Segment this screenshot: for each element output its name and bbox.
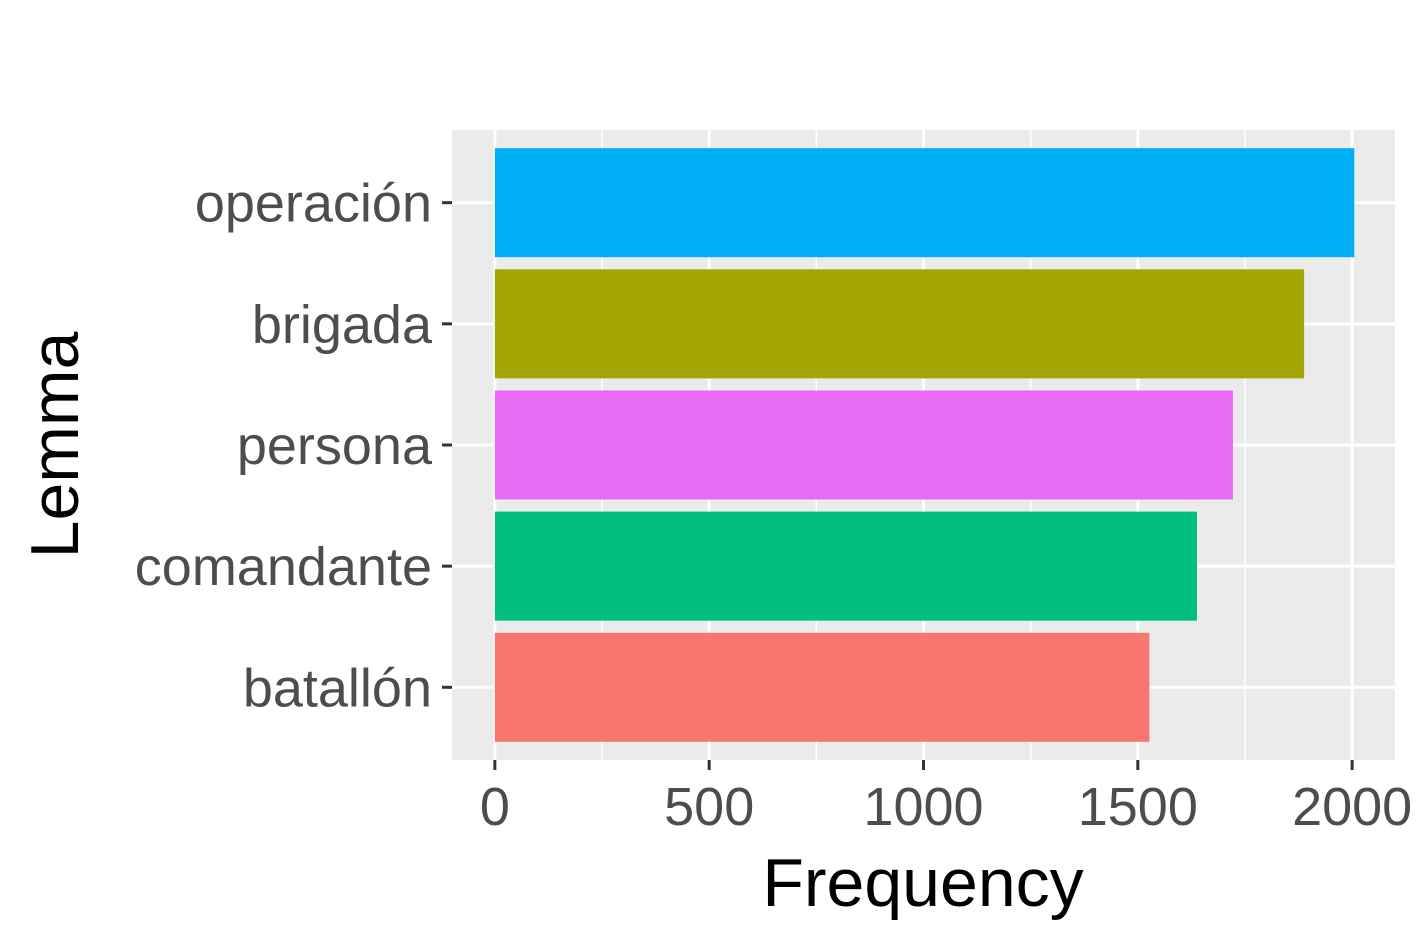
y-tick-label: brigada xyxy=(252,295,433,355)
bar-comandante xyxy=(494,511,1197,621)
bar-batallón xyxy=(494,632,1150,742)
bar-persona xyxy=(494,390,1233,500)
y-tick-label: persona xyxy=(237,416,433,476)
bar-operación xyxy=(494,148,1355,258)
y-tick-label: comandante xyxy=(135,537,432,597)
x-axis-title: Frequency xyxy=(762,845,1083,921)
bars xyxy=(494,148,1355,742)
bar-brigada xyxy=(494,269,1305,379)
y-tick-label: operación xyxy=(195,174,432,234)
x-tick-label: 2000 xyxy=(1292,777,1412,837)
x-axis-ticks: 0 500 1000 1500 2000 xyxy=(480,760,1412,837)
y-axis-ticks: operación brigada persona comandante batalló… xyxy=(135,174,452,718)
y-tick-label: batallón xyxy=(243,658,432,718)
x-tick-label: 1500 xyxy=(1078,777,1198,837)
x-tick-label: 500 xyxy=(664,777,754,837)
y-axis-title: Lemma xyxy=(17,331,93,558)
x-tick-label: 1000 xyxy=(863,777,983,837)
x-tick-label: 0 xyxy=(480,777,510,837)
